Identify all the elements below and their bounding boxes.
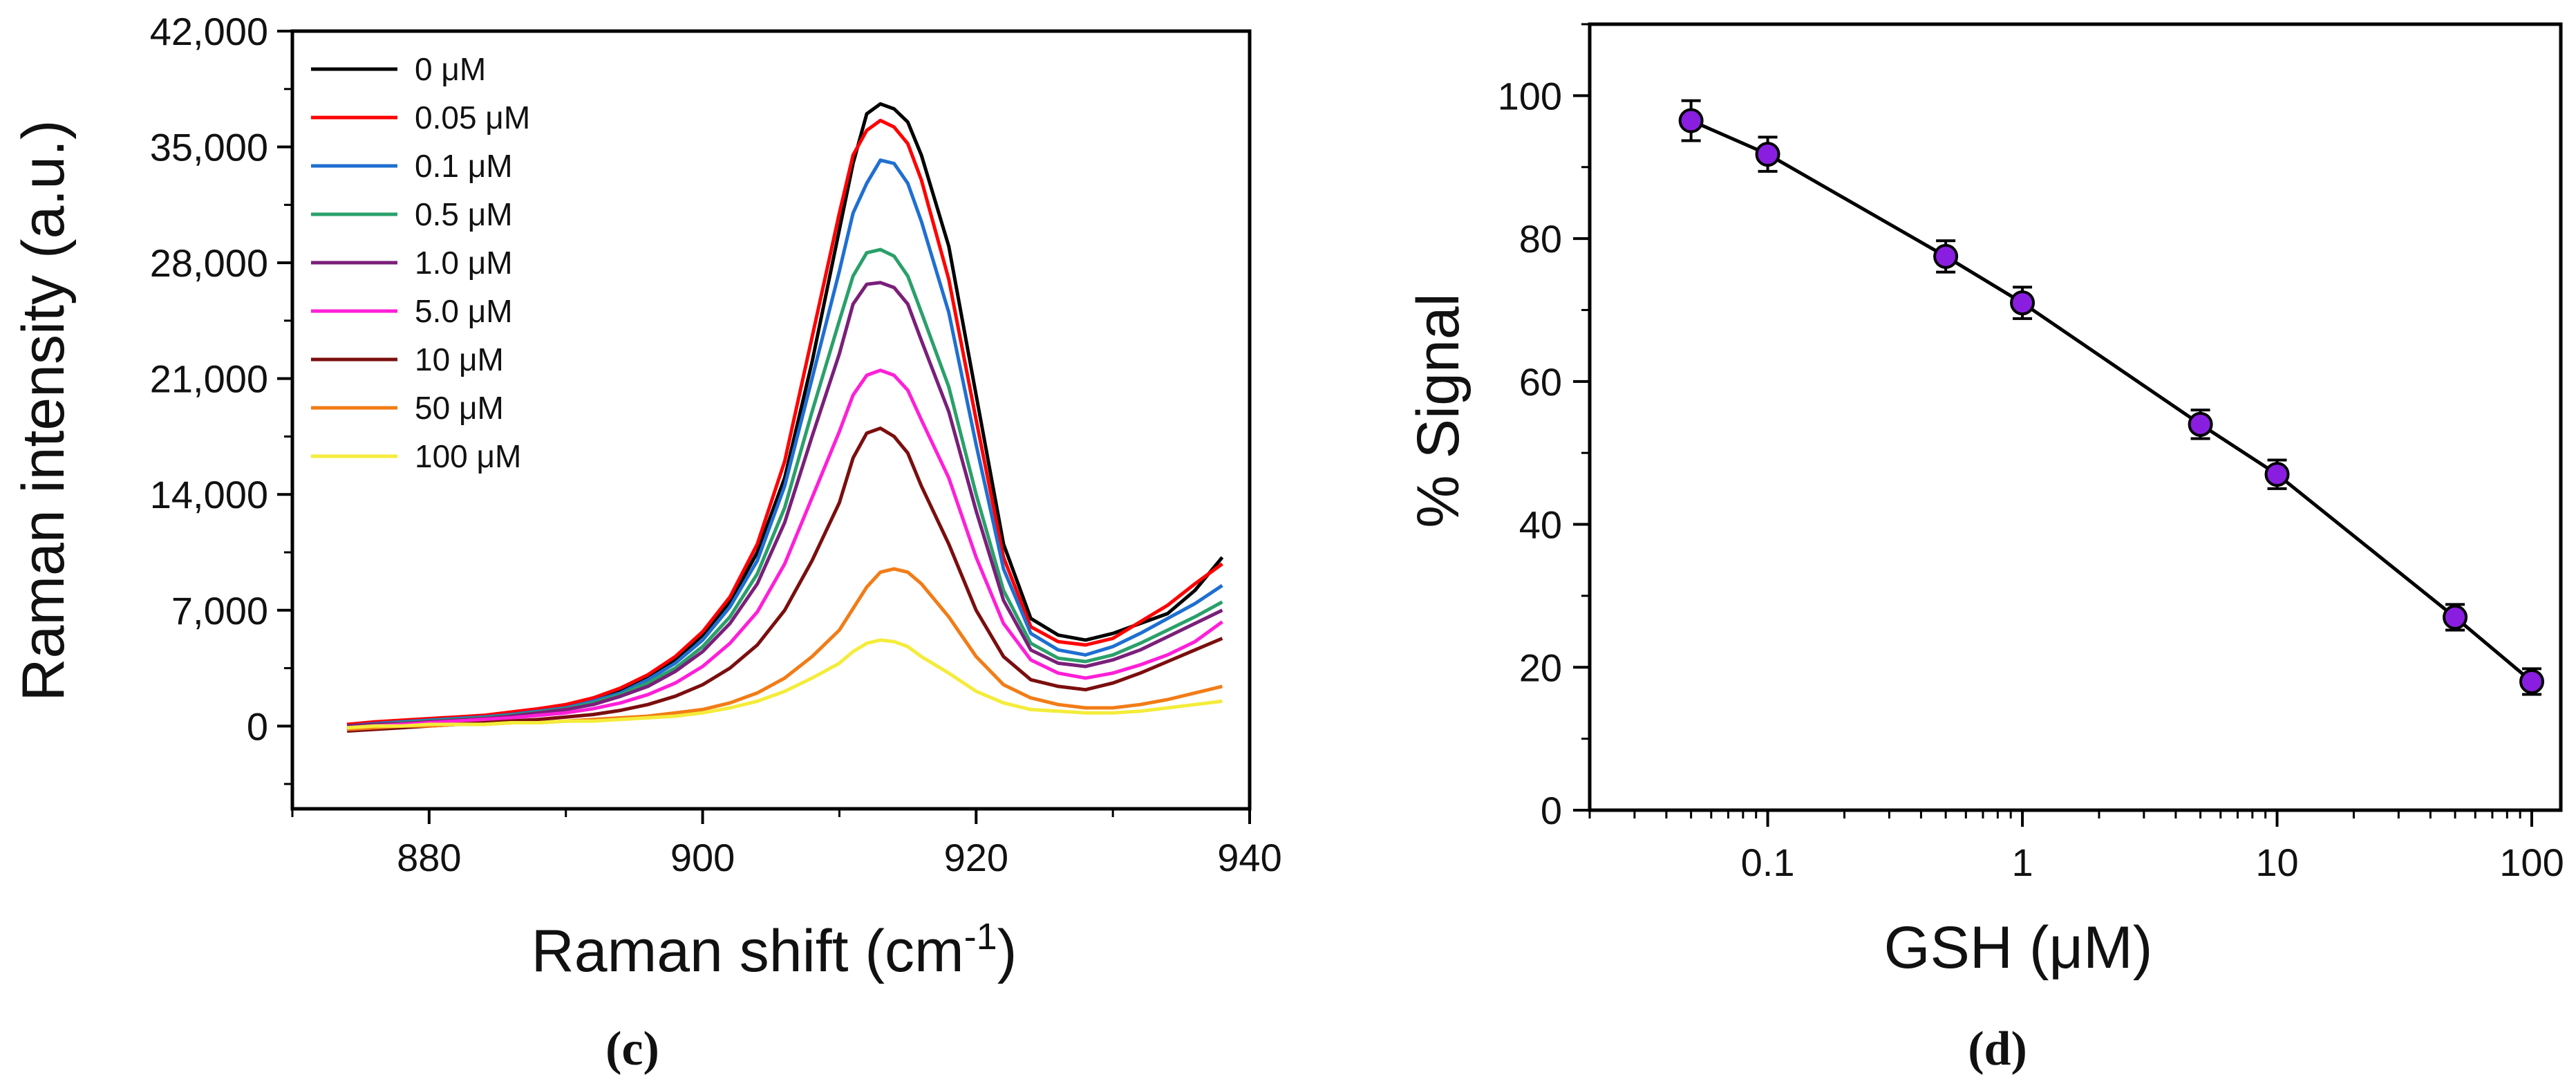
y-tick-label: 28,000 xyxy=(150,241,268,285)
y-tick-label: 0 xyxy=(247,704,268,748)
legend-label: 0.05 μM xyxy=(415,100,530,135)
y-axis-label: % Signal xyxy=(1405,293,1472,527)
x-tick-label: 880 xyxy=(397,836,461,879)
x-tick-label: 0.1 xyxy=(1741,841,1795,884)
data-point xyxy=(1933,243,1959,269)
x-tick-label: 940 xyxy=(1217,836,1281,879)
x-tick-label: 900 xyxy=(670,836,735,879)
series-line xyxy=(346,368,1223,731)
y-tick-label: 40 xyxy=(1519,503,1562,547)
y-tick-label: 80 xyxy=(1519,217,1562,261)
y-tick-label: 0 xyxy=(1541,789,1562,832)
legend-label: 50 μM xyxy=(415,390,504,426)
x-tick-label: 1 xyxy=(2011,841,2033,884)
data-point xyxy=(2264,462,2290,487)
x-tick-label: 10 xyxy=(2255,841,2298,884)
x-tick-label: 920 xyxy=(944,836,1008,879)
legend-label: 0.5 μM xyxy=(415,196,513,232)
panel-label-d: (d) xyxy=(1968,1022,2027,1076)
y-axis-label: Raman intensity (a.u.) xyxy=(10,120,77,701)
legend-label: 5.0 μM xyxy=(415,293,513,329)
data-point xyxy=(1678,108,1704,133)
y-tick-label: 35,000 xyxy=(150,126,268,169)
y-tick-label: 60 xyxy=(1519,360,1562,404)
plot-frame xyxy=(1588,22,2563,812)
connecting-line xyxy=(1690,119,2533,683)
data-point xyxy=(1755,142,1780,167)
x-tick-label: 100 xyxy=(2499,841,2564,884)
legend-label: 100 μM xyxy=(415,438,521,474)
y-tick-label: 42,000 xyxy=(150,10,268,53)
y-tick-label: 14,000 xyxy=(150,473,268,516)
legend-label: 1.0 μM xyxy=(415,245,513,281)
x-axis-label: Raman shift (cm-1) xyxy=(532,916,1017,984)
legend-label: 0.1 μM xyxy=(415,148,513,184)
legend-label: 0 μM xyxy=(415,51,486,87)
series-line xyxy=(346,567,1223,731)
y-tick-label: 7,000 xyxy=(171,589,268,633)
x-axis-label: GSH (μM) xyxy=(1884,915,2153,981)
panel-label-c: (c) xyxy=(605,1022,659,1076)
data-point xyxy=(2188,411,2213,437)
data-point xyxy=(2443,604,2468,630)
series-line xyxy=(346,118,1223,727)
raman-spectra-chart: Raman shift (cm-1) Raman intensity (a.u.… xyxy=(10,10,1282,1076)
y-tick-label: 21,000 xyxy=(150,357,268,401)
series-line xyxy=(346,638,1223,730)
gsh-signal-chart: GSH (μM) % Signal (d) 0.1 1 10 100 0 20 40 60 80… xyxy=(1405,22,2564,1076)
data-point xyxy=(2519,668,2545,694)
plot-frame xyxy=(290,29,1252,811)
y-tick-label: 100 xyxy=(1498,74,1562,118)
data-point xyxy=(2010,290,2036,316)
y-tick-label: 20 xyxy=(1519,646,1562,689)
legend-label: 10 μM xyxy=(415,341,504,377)
